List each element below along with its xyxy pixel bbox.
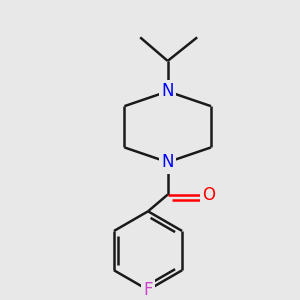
Text: N: N <box>161 153 174 171</box>
Text: O: O <box>202 186 215 204</box>
Text: F: F <box>143 281 153 299</box>
Text: N: N <box>161 82 174 100</box>
